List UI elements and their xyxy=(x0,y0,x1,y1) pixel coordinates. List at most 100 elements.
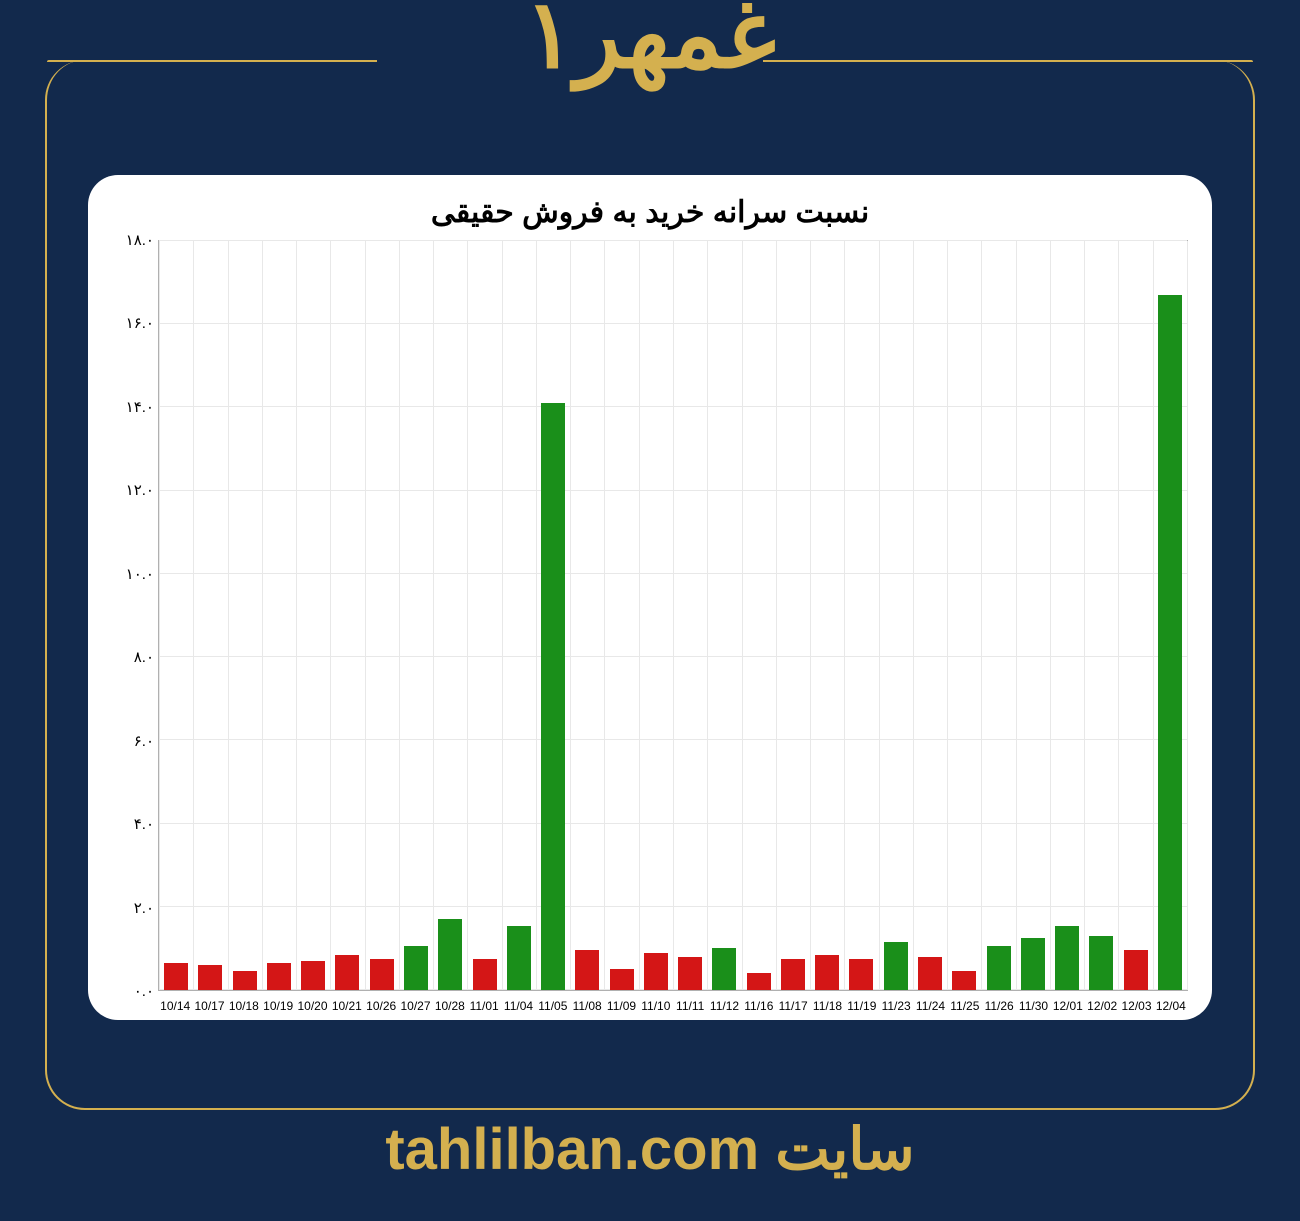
y-tick-label: ۱۶.۰ xyxy=(114,314,154,332)
gridline-v xyxy=(365,241,366,990)
gridline-v xyxy=(947,241,948,990)
gridline-v xyxy=(742,241,743,990)
gridline-v xyxy=(673,241,674,990)
x-tick-label: 11/24 xyxy=(916,999,945,1013)
page-title: غمهر۱ xyxy=(0,0,1300,90)
bar xyxy=(1124,950,1148,990)
x-tick-label: 11/26 xyxy=(985,999,1014,1013)
gridline-v xyxy=(262,241,263,990)
gridline-v xyxy=(1187,241,1188,990)
bar xyxy=(678,957,702,990)
gridline-v xyxy=(467,241,468,990)
bar xyxy=(370,959,394,990)
bar xyxy=(884,942,908,990)
bar xyxy=(164,963,188,990)
x-tick-label: 10/14 xyxy=(160,999,190,1013)
bar xyxy=(473,959,497,990)
bar xyxy=(507,926,531,990)
x-tick-label: 11/25 xyxy=(950,999,979,1013)
x-tick-label: 12/02 xyxy=(1087,999,1117,1013)
x-tick-label: 10/17 xyxy=(194,999,224,1013)
gridline-v xyxy=(981,241,982,990)
x-tick-label: 10/18 xyxy=(229,999,259,1013)
gridline-v xyxy=(776,241,777,990)
bar xyxy=(1021,938,1045,990)
gridline-v xyxy=(913,241,914,990)
x-tick-label: 11/04 xyxy=(504,999,533,1013)
bar xyxy=(747,973,771,990)
bar xyxy=(1089,936,1113,990)
chart-plot: ۰.۰۲.۰۴.۰۶.۰۸.۰۱۰.۰۱۲.۰۱۴.۰۱۶.۰۱۸.۰ 10/1… xyxy=(110,238,1190,1013)
bar xyxy=(438,919,462,990)
x-tick-label: 11/08 xyxy=(573,999,602,1013)
gridline-v xyxy=(502,241,503,990)
gridline-v xyxy=(433,241,434,990)
bar xyxy=(267,963,291,990)
chart-title: نسبت سرانه خرید به فروش حقیقی xyxy=(110,195,1190,230)
gridline-v xyxy=(879,241,880,990)
gridline-v xyxy=(536,241,537,990)
x-tick-label: 12/01 xyxy=(1053,999,1083,1013)
footer-text: سایت tahlilban.com xyxy=(0,1115,1300,1183)
x-tick-label: 10/20 xyxy=(297,999,327,1013)
y-tick-label: ۴.۰ xyxy=(114,815,154,833)
bar xyxy=(712,948,736,990)
bar xyxy=(849,959,873,990)
gridline-v xyxy=(399,241,400,990)
gridline-v xyxy=(844,241,845,990)
gridline-v xyxy=(159,241,160,990)
bar xyxy=(1158,295,1182,990)
gridline-v xyxy=(570,241,571,990)
gridline-v xyxy=(1084,241,1085,990)
x-tick-label: 11/01 xyxy=(470,999,499,1013)
gridline-v xyxy=(1118,241,1119,990)
y-tick-label: ۱۸.۰ xyxy=(114,231,154,249)
x-tick-label: 11/09 xyxy=(607,999,636,1013)
bar xyxy=(918,957,942,990)
gridline-v xyxy=(193,241,194,990)
bar xyxy=(233,971,257,990)
x-tick-label: 11/12 xyxy=(710,999,739,1013)
x-tick-label: 11/16 xyxy=(744,999,773,1013)
x-tick-label: 10/27 xyxy=(400,999,430,1013)
x-tick-label: 10/21 xyxy=(332,999,362,1013)
bar xyxy=(781,959,805,990)
y-tick-label: ۱۴.۰ xyxy=(114,398,154,416)
y-tick-label: ۱۲.۰ xyxy=(114,481,154,499)
gridline-v xyxy=(330,241,331,990)
y-tick-label: ۶.۰ xyxy=(114,732,154,750)
bar xyxy=(404,946,428,990)
x-tick-label: 11/18 xyxy=(813,999,842,1013)
x-tick-label: 12/03 xyxy=(1121,999,1151,1013)
bar xyxy=(335,955,359,990)
x-tick-label: 11/30 xyxy=(1019,999,1048,1013)
x-tick-label: 10/26 xyxy=(366,999,396,1013)
bar xyxy=(301,961,325,990)
bar xyxy=(575,950,599,990)
x-tick-label: 11/19 xyxy=(847,999,876,1013)
gridline-v xyxy=(1016,241,1017,990)
bar xyxy=(198,965,222,990)
x-tick-label: 10/28 xyxy=(435,999,465,1013)
x-tick-label: 11/17 xyxy=(779,999,808,1013)
gridline-v xyxy=(604,241,605,990)
x-tick-label: 10/19 xyxy=(263,999,293,1013)
y-tick-label: ۸.۰ xyxy=(114,648,154,666)
gridline-v xyxy=(707,241,708,990)
gridline-v xyxy=(1050,241,1051,990)
x-tick-label: 12/04 xyxy=(1156,999,1186,1013)
x-tick-label: 11/23 xyxy=(882,999,911,1013)
bar xyxy=(541,403,565,990)
gridline-v xyxy=(1153,241,1154,990)
y-tick-label: ۱۰.۰ xyxy=(114,565,154,583)
bar xyxy=(815,955,839,990)
x-tick-label: 11/10 xyxy=(641,999,670,1013)
bar xyxy=(952,971,976,990)
gridline-v xyxy=(228,241,229,990)
x-tick-label: 11/11 xyxy=(676,999,704,1013)
gridline-v xyxy=(639,241,640,990)
y-tick-label: ۲.۰ xyxy=(114,899,154,917)
bar xyxy=(1055,926,1079,990)
bar xyxy=(644,953,668,990)
chart-card: نسبت سرانه خرید به فروش حقیقی ۰.۰۲.۰۴.۰۶… xyxy=(88,175,1212,1020)
